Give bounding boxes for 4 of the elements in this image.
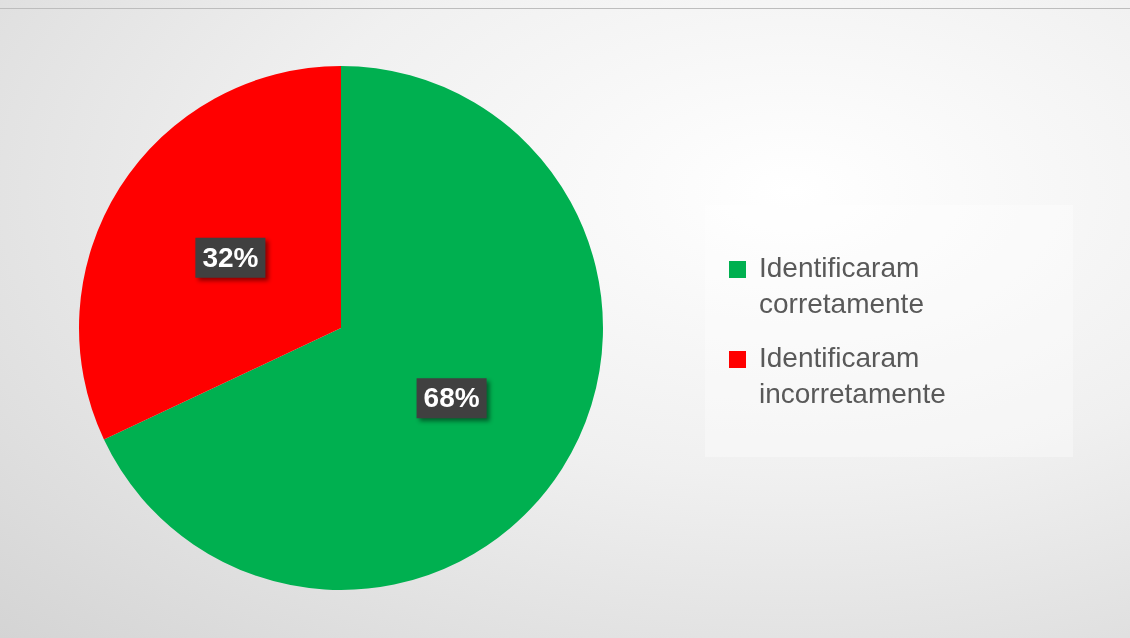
data-label: 32% (202, 241, 259, 273)
legend-label: Identificaram corretamente (759, 252, 924, 319)
data-label: 68% (423, 381, 480, 413)
legend-label: Identificaram incorretamente (759, 342, 946, 409)
